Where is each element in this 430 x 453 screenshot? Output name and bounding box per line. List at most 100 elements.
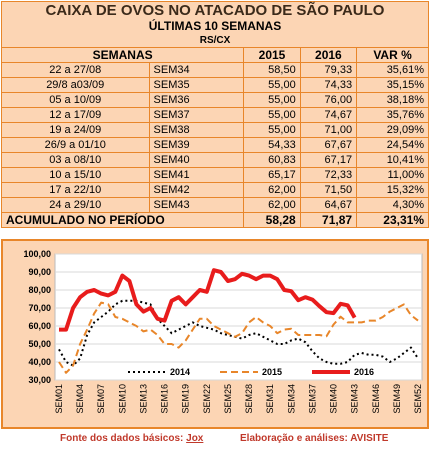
table-cell: 10,41% [356,152,429,168]
table-cell: SEM43 [148,197,245,213]
table-cell: SEM39 [148,137,245,153]
header-cell: SEMANAS [0,47,245,63]
table-cell: 38,18% [356,92,429,108]
table-cell: 17 a 22/10 [1,182,150,198]
table-cell: 24,54% [356,137,429,153]
table-cell: 62,00 [243,182,301,198]
legend-label: 2016 [354,367,374,377]
y-tick-label: 50,00 [28,339,51,349]
table-cell: 58,50 [243,62,301,78]
y-tick-label: 70,00 [28,303,51,313]
table-cell: 12 a 17/09 [1,107,150,123]
y-tick-label: 100,00 [23,249,51,259]
y-tick-label: 90,00 [28,267,51,277]
header-cell: 2016 [299,47,358,63]
table-cell: 35,76% [356,107,429,123]
total-cell: 71,87 [299,212,358,228]
table-cell: 11,00% [356,167,429,183]
table-cell: 35,15% [356,77,429,93]
table-cell: SEM41 [148,167,245,183]
x-tick-label: SEM04 [75,384,85,414]
table-row: 26/9 a 01/10 SEM39 54,33 67,67 24,54% [1,137,429,153]
x-tick-label: SEM01 [54,384,64,414]
total-label: ACUMULADO NO PERÍODO [0,212,245,228]
table-cell: 55,00 [243,77,301,93]
x-tick-label: SEM40 [329,384,339,414]
y-tick-label: 30,00 [28,375,51,385]
table-title: CAIXA DE OVOS NO ATACADO DE SÃO PAULO [1,1,429,19]
table-cell: 10 a 15/10 [1,167,150,183]
x-tick-label: SEM43 [350,384,360,414]
table-cell: 4,30% [356,197,429,213]
y-tick-label: 40,00 [28,357,51,367]
legend-label: 2015 [262,367,282,377]
legend-label: 2014 [170,367,190,377]
table-cell: 79,33 [299,62,358,78]
table-cell: 24 a 29/10 [1,197,150,213]
table-cell: 71,50 [299,182,358,198]
table-cell: SEM38 [148,122,245,138]
table-cell: 29/8 a03/09 [1,77,150,93]
table-cell: SEM36 [148,92,245,108]
table-cell: SEM35 [148,77,245,93]
table-cell: SEM42 [148,182,245,198]
table-cell: 67,67 [299,137,358,153]
chart: 30,00 40,00 50,00 60,00 70,00 80,00 90,00 100,0… [1,239,429,429]
price-table: CAIXA DE OVOS NO ATACADO DE SÃO PAULO ÚL… [0,1,429,228]
header-cell: VAR % [356,47,429,63]
total-cell: 58,28 [243,212,301,228]
table-row: 19 a 24/09 SEM38 55,00 71,00 29,09% [1,122,429,138]
x-tick-label: SEM49 [392,384,402,414]
x-tick-label: SEM34 [286,384,296,414]
table-row: 29/8 a03/09 SEM35 55,00 74,33 35,15% [1,77,429,93]
table-cell: 26/9 a 01/10 [1,137,150,153]
table-cell: 74,33 [299,77,358,93]
table-cell: 55,00 [243,107,301,123]
source: Fonte dos dados básicos: Jox [60,433,203,444]
x-tick-label: SEM25 [223,384,233,414]
x-tick-label: SEM19 [181,384,191,414]
table-cell: 65,17 [243,167,301,183]
table-cell: 22 a 27/08 [1,62,150,78]
source-name: Jox [186,433,204,444]
series-line [59,268,357,332]
x-tick-label: SEM16 [160,384,170,414]
plot-area [54,253,423,381]
x-tick-label: SEM22 [202,384,212,414]
table-cell: 54,33 [243,137,301,153]
table-cell: 29,09% [356,122,429,138]
credit: Elaboração e análises: AVISITE [240,433,389,444]
source-label: Fonte dos dados básicos: [60,433,184,444]
table-cell: 05 a 10/09 [1,92,150,108]
series-line [58,299,419,367]
table-row: 10 a 15/10 SEM41 65,17 72,33 11,00% [1,167,429,183]
x-tick-label: SEM31 [265,384,275,414]
table-cell: 60,83 [243,152,301,168]
table-unit: RS/CX [1,33,429,48]
table-row: 05 a 10/09 SEM36 55,00 76,00 38,18% [1,92,429,108]
table-row: 03 a 08/10 SEM40 60,83 67,17 10,41% [1,152,429,168]
table-cell: 74,67 [299,107,358,123]
x-tick-label: SEM10 [117,384,127,414]
table-cell: 03 a 08/10 [1,152,150,168]
table-cell: 76,00 [299,92,358,108]
table-cell: 62,00 [243,197,301,213]
table-cell: 19 a 24/09 [1,122,150,138]
y-tick-label: 80,00 [28,285,51,295]
table-cell: 35,61% [356,62,429,78]
x-tick-label: SEM37 [307,384,317,414]
table-row: 12 a 17/09 SEM37 55,00 74,67 35,76% [1,107,429,123]
table-row: 24 a 29/10 SEM43 62,00 64,67 4,30% [1,197,429,213]
header-cell: 2015 [243,47,301,63]
table-cell: 72,33 [299,167,358,183]
table-cell: 71,00 [299,122,358,138]
table-row: 22 a 27/08 SEM34 58,50 79,33 35,61% [1,62,429,78]
y-tick-label: 60,00 [28,321,51,331]
table-cell: SEM37 [148,107,245,123]
x-tick-label: SEM46 [371,384,381,414]
table-cell: 55,00 [243,92,301,108]
table-cell: 15,32% [356,182,429,198]
x-tick-label: SEM13 [138,384,148,414]
table-cell: 67,17 [299,152,358,168]
